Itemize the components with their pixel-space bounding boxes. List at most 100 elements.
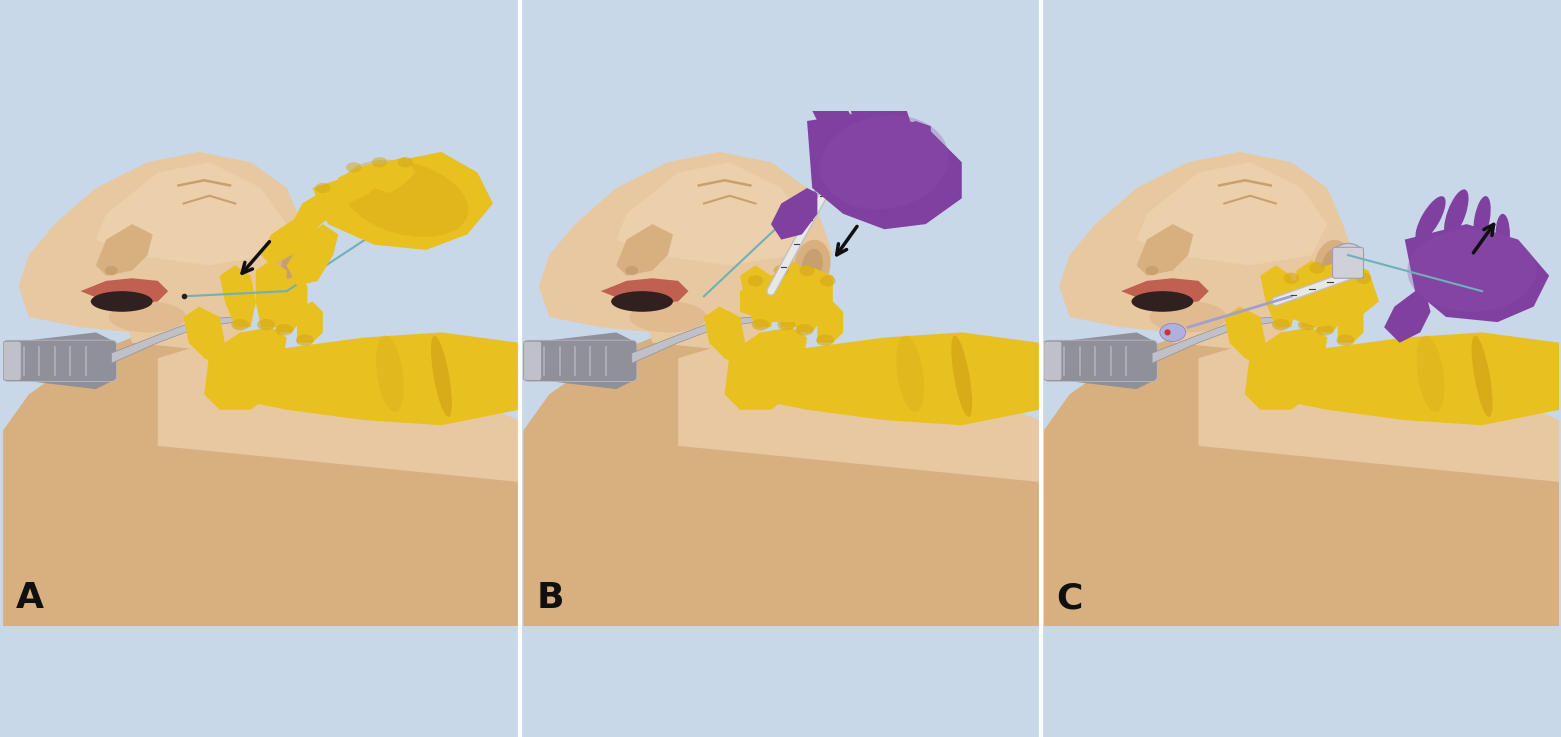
FancyBboxPatch shape xyxy=(3,340,117,381)
Polygon shape xyxy=(539,152,834,332)
Ellipse shape xyxy=(1472,335,1492,417)
Polygon shape xyxy=(1271,260,1378,327)
Ellipse shape xyxy=(1316,324,1333,335)
Polygon shape xyxy=(899,121,930,152)
Polygon shape xyxy=(677,343,1040,482)
Polygon shape xyxy=(204,327,287,410)
Ellipse shape xyxy=(777,319,796,330)
Polygon shape xyxy=(261,198,328,265)
Ellipse shape xyxy=(1474,196,1491,242)
Ellipse shape xyxy=(258,319,275,330)
Polygon shape xyxy=(8,332,117,389)
Ellipse shape xyxy=(1160,324,1186,341)
Ellipse shape xyxy=(1310,262,1325,273)
Polygon shape xyxy=(1049,332,1157,389)
Ellipse shape xyxy=(372,157,387,167)
Polygon shape xyxy=(292,172,354,234)
Polygon shape xyxy=(81,279,169,304)
Polygon shape xyxy=(632,317,756,363)
Polygon shape xyxy=(1152,317,1275,363)
Ellipse shape xyxy=(1146,266,1158,275)
Ellipse shape xyxy=(1333,243,1363,267)
Polygon shape xyxy=(1297,260,1327,327)
Polygon shape xyxy=(704,307,745,363)
Polygon shape xyxy=(95,224,153,276)
Polygon shape xyxy=(158,343,518,482)
Ellipse shape xyxy=(295,335,314,346)
Ellipse shape xyxy=(1336,335,1355,346)
Polygon shape xyxy=(796,276,827,332)
Polygon shape xyxy=(220,265,256,327)
Polygon shape xyxy=(1260,265,1297,327)
Ellipse shape xyxy=(231,319,250,330)
Polygon shape xyxy=(95,162,287,265)
Polygon shape xyxy=(1044,327,1559,626)
Polygon shape xyxy=(812,95,854,136)
Polygon shape xyxy=(740,265,776,327)
Polygon shape xyxy=(111,317,236,363)
Polygon shape xyxy=(1250,332,1559,425)
Polygon shape xyxy=(287,224,339,286)
FancyBboxPatch shape xyxy=(1044,341,1061,380)
Polygon shape xyxy=(3,327,518,626)
Ellipse shape xyxy=(1322,249,1342,282)
Polygon shape xyxy=(19,152,312,332)
Polygon shape xyxy=(1121,279,1208,304)
Ellipse shape xyxy=(1495,214,1509,255)
Ellipse shape xyxy=(951,335,973,417)
Polygon shape xyxy=(332,162,384,203)
Polygon shape xyxy=(276,276,308,332)
Ellipse shape xyxy=(1149,301,1227,332)
Ellipse shape xyxy=(281,249,303,282)
Polygon shape xyxy=(776,260,807,327)
Polygon shape xyxy=(1224,307,1266,363)
Ellipse shape xyxy=(1417,335,1444,412)
Polygon shape xyxy=(848,90,885,131)
Ellipse shape xyxy=(796,324,813,335)
FancyBboxPatch shape xyxy=(1333,248,1363,279)
Polygon shape xyxy=(740,265,834,322)
Ellipse shape xyxy=(315,183,331,193)
Polygon shape xyxy=(122,265,251,353)
Ellipse shape xyxy=(1357,273,1371,284)
Ellipse shape xyxy=(1272,319,1289,330)
Polygon shape xyxy=(184,307,225,363)
Text: B: B xyxy=(537,581,564,615)
Ellipse shape xyxy=(273,240,311,291)
Ellipse shape xyxy=(820,275,835,287)
Ellipse shape xyxy=(275,324,293,335)
Ellipse shape xyxy=(109,301,186,332)
Polygon shape xyxy=(529,332,637,389)
Polygon shape xyxy=(879,100,910,136)
Ellipse shape xyxy=(816,335,834,346)
Polygon shape xyxy=(1317,276,1349,332)
Polygon shape xyxy=(617,224,673,276)
Polygon shape xyxy=(312,152,493,250)
Polygon shape xyxy=(642,265,771,353)
Polygon shape xyxy=(771,188,818,240)
Ellipse shape xyxy=(1297,319,1316,330)
Polygon shape xyxy=(818,301,843,343)
Ellipse shape xyxy=(896,335,924,412)
Polygon shape xyxy=(1060,152,1353,332)
Polygon shape xyxy=(256,260,287,327)
Ellipse shape xyxy=(105,266,117,275)
Ellipse shape xyxy=(376,335,404,412)
Text: A: A xyxy=(16,581,44,615)
Ellipse shape xyxy=(799,265,815,276)
Polygon shape xyxy=(297,301,323,343)
Polygon shape xyxy=(1385,291,1430,343)
FancyBboxPatch shape xyxy=(523,340,637,381)
Polygon shape xyxy=(1163,265,1291,353)
Ellipse shape xyxy=(629,301,707,332)
Polygon shape xyxy=(724,327,807,410)
Ellipse shape xyxy=(1416,196,1445,242)
Ellipse shape xyxy=(752,319,770,330)
Polygon shape xyxy=(1136,224,1193,276)
Text: C: C xyxy=(1057,581,1083,615)
Ellipse shape xyxy=(347,162,362,172)
Ellipse shape xyxy=(431,335,451,417)
Polygon shape xyxy=(729,332,1040,425)
Ellipse shape xyxy=(342,160,468,237)
Ellipse shape xyxy=(795,240,830,291)
